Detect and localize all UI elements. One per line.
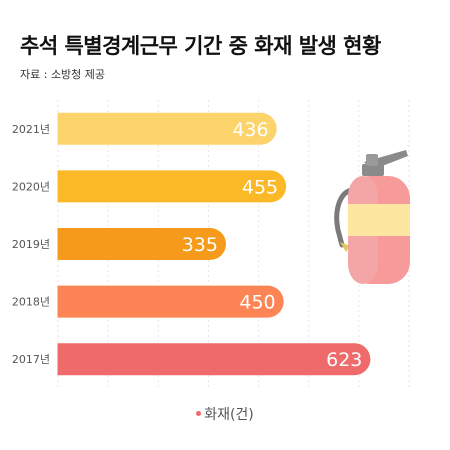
fire-extinguisher-icon — [334, 150, 410, 284]
axis-mask — [0, 100, 58, 388]
legend: 화재(건) — [0, 404, 450, 424]
bar-2018년 — [42, 285, 284, 318]
category-label: 2021년 — [12, 123, 50, 136]
value-label: 335 — [182, 234, 218, 256]
bar-2020년 — [42, 170, 287, 203]
bar-2017년 — [42, 343, 371, 376]
category-label: 2017년 — [12, 353, 50, 366]
source-note: 자료 : 소방청 제공 — [20, 68, 106, 81]
bar-2021년 — [42, 112, 277, 145]
legend-label: 화재(건) — [204, 407, 254, 423]
legend-dot — [196, 410, 202, 416]
value-label: 436 — [232, 119, 268, 141]
value-label: 455 — [242, 176, 278, 198]
value-label: 450 — [239, 292, 275, 314]
chart-title: 추석 특별경계근무 기간 중 화재 발생 현황 — [20, 34, 381, 58]
category-label: 2020년 — [12, 180, 50, 193]
category-label: 2018년 — [12, 296, 50, 309]
category-label: 2019년 — [12, 238, 50, 251]
value-label: 623 — [326, 349, 362, 371]
bar-2019년 — [42, 228, 226, 260]
